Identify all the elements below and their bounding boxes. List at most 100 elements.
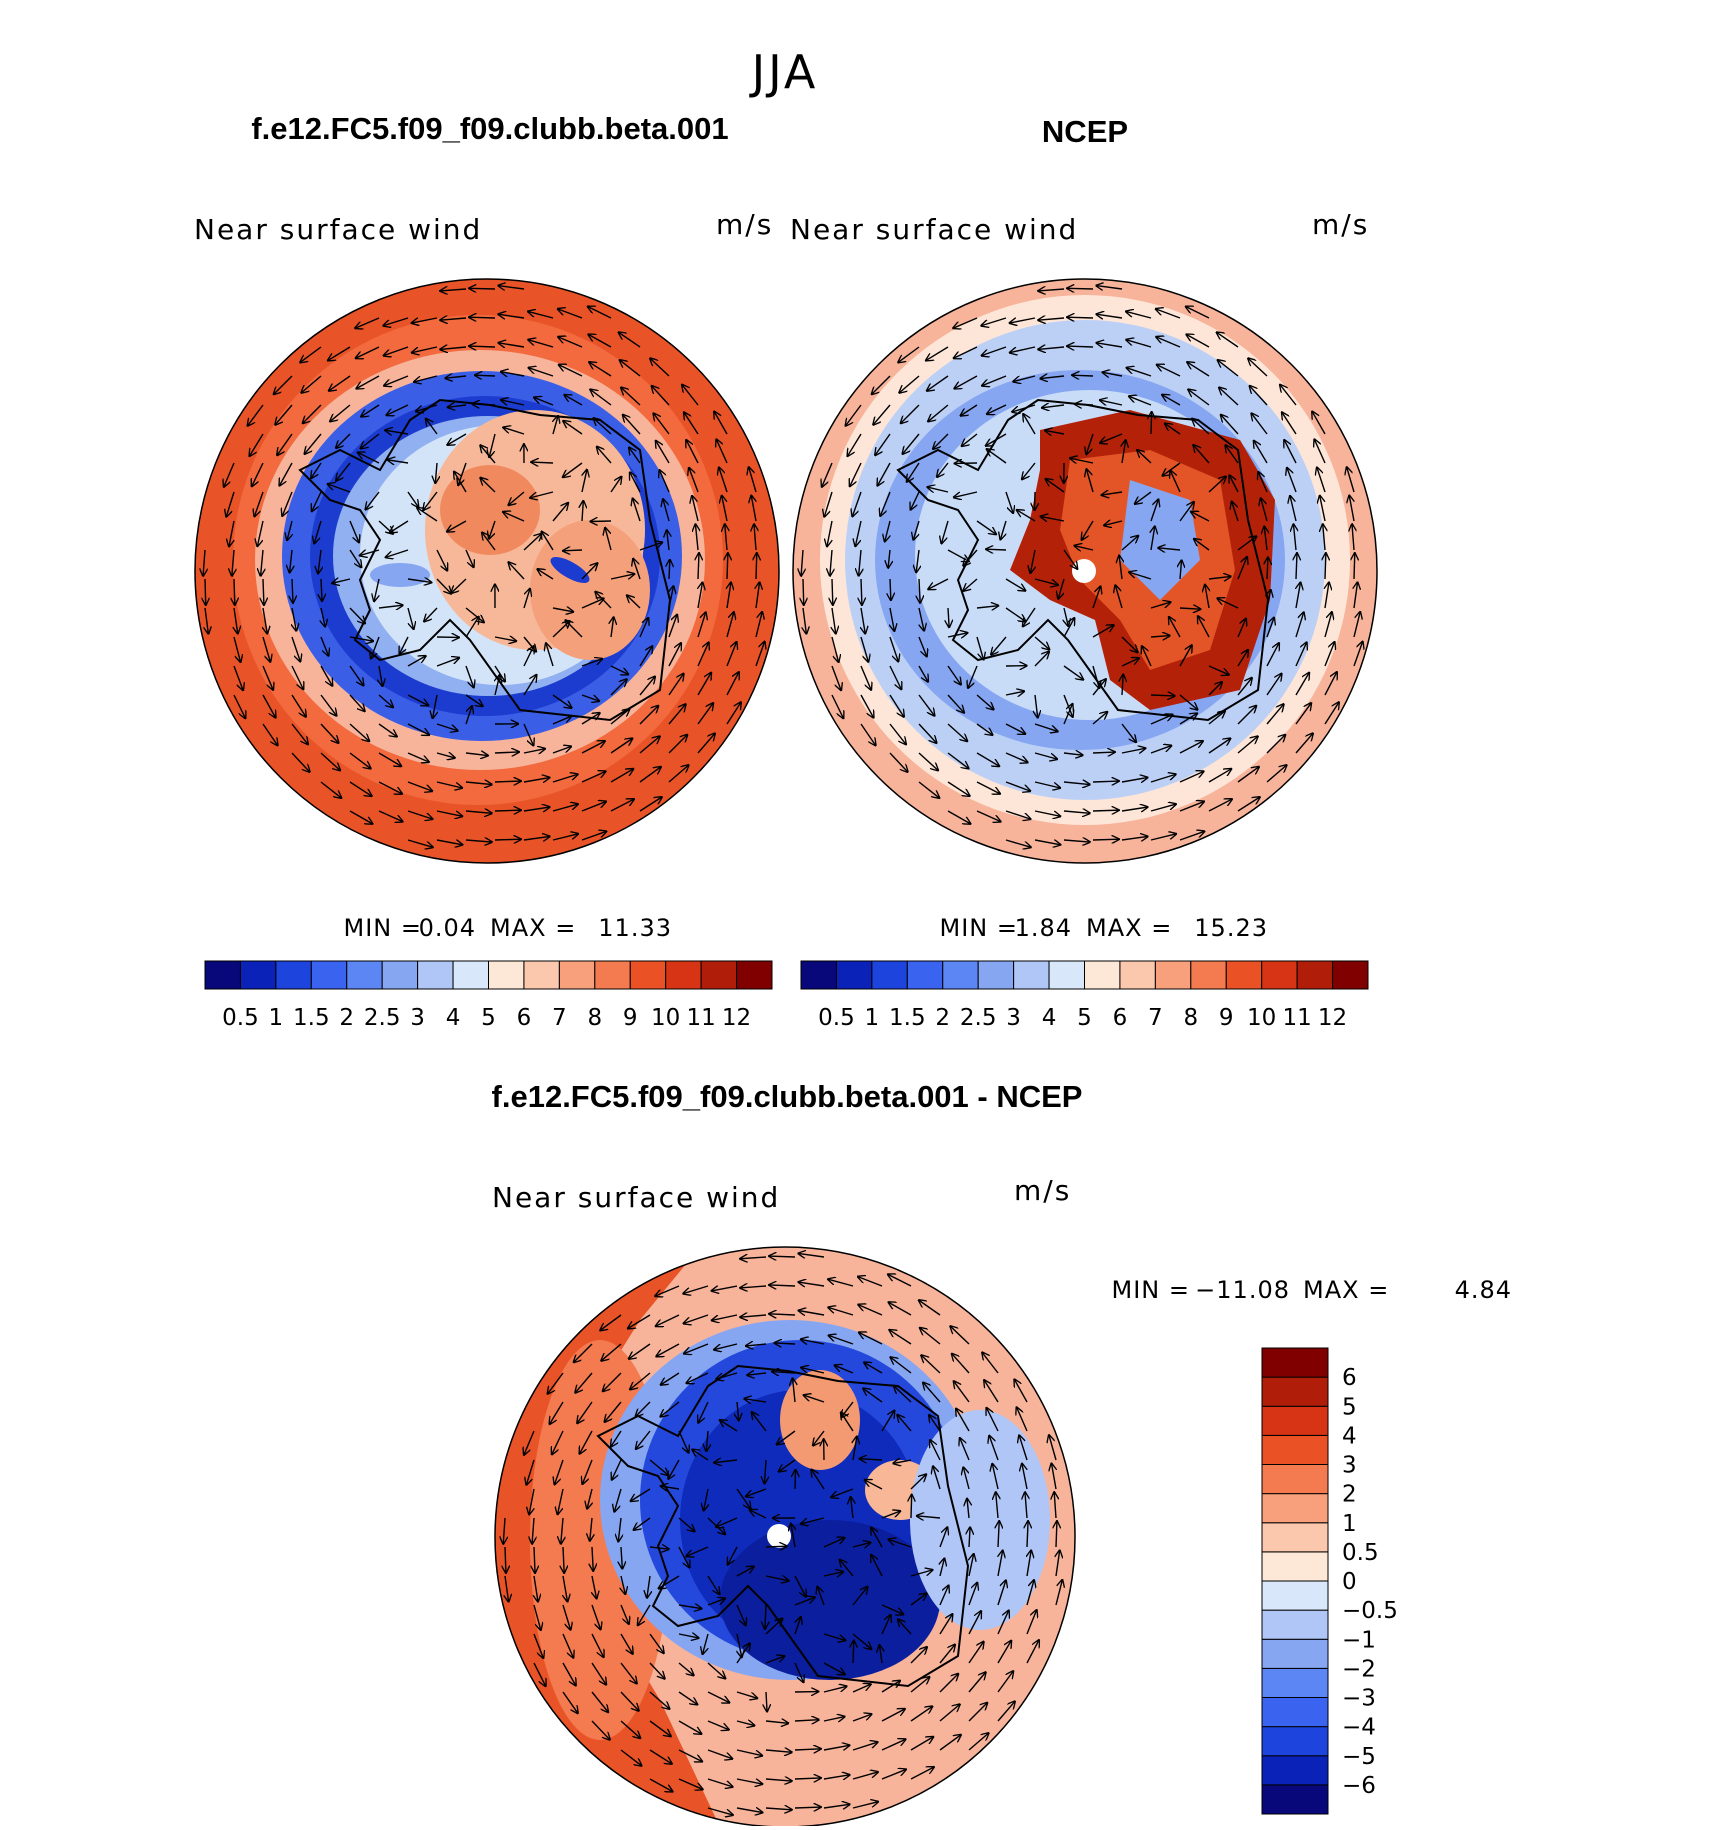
colorbar-swatch <box>1262 1668 1328 1697</box>
colorbar-tick-label: 3 <box>410 1005 425 1031</box>
wind-vector-arrow <box>1035 492 1036 510</box>
colorbar-swatch <box>701 961 736 989</box>
colorbar-swatch <box>595 961 630 989</box>
colorbar-swatch <box>1262 1494 1328 1523</box>
wind-vector-arrow <box>803 579 804 605</box>
diff-wind-map <box>495 1247 1075 1826</box>
colorbar-tick-label: 4 <box>446 1005 461 1031</box>
colorbar-tick-label: 2 <box>1342 1482 1357 1508</box>
obs-units-label: m/s <box>1312 208 1369 241</box>
colorbar-tick-label: 0.5 <box>222 1005 259 1031</box>
colorbar-swatch <box>1262 961 1297 989</box>
colorbar-tick-label: 1.5 <box>293 1005 330 1031</box>
wind-vector-arrow <box>292 579 293 603</box>
colorbar-tick-label: −6 <box>1342 1773 1376 1799</box>
wind-vector-arrow <box>832 579 833 605</box>
wind-vector-arrow <box>986 549 1006 550</box>
wind-vector-arrow <box>795 1470 796 1489</box>
colorbar-swatch <box>1155 961 1190 989</box>
obs-wind-map <box>793 279 1377 863</box>
wind-vector-arrow <box>1093 781 1119 782</box>
colorbar-swatch <box>1226 961 1261 989</box>
colorbar-tick-label: 8 <box>587 1005 602 1031</box>
colorbar-tick-label: 12 <box>722 1005 751 1031</box>
wind-vector-arrow <box>911 1495 912 1518</box>
colorbar-swatch <box>1014 961 1049 989</box>
colorbar-tick-label: 1.5 <box>889 1005 926 1031</box>
colorbar-tick-label: 12 <box>1318 1005 1347 1031</box>
colorbar-swatch <box>1262 1727 1328 1756</box>
colorbar-tick-label: 9 <box>623 1005 638 1031</box>
wind-vector-arrow <box>853 1641 854 1663</box>
wind-vector-arrow <box>1093 752 1115 753</box>
obs-panel-title: NCEP <box>1042 114 1128 149</box>
colorbar-swatch <box>1262 1639 1328 1668</box>
diff-panel-title: f.e12.FC5.f09_f09.clubb.beta.001 - NCEP <box>492 1079 1083 1114</box>
wind-vector-arrow <box>563 550 582 551</box>
colorbar-swatch <box>1049 961 1084 989</box>
colorbar-tick-label: 4 <box>1342 1423 1357 1449</box>
wind-vector-arrow <box>698 553 699 579</box>
wind-vector-arrow <box>1056 1521 1057 1547</box>
colorbar-swatch <box>1262 1406 1328 1435</box>
model-variable-label: Near surface wind <box>194 213 482 246</box>
colorbar-swatch <box>1333 961 1368 989</box>
colorbar-tick-label: 0.5 <box>1342 1540 1379 1566</box>
colorbar-swatch <box>1262 1435 1328 1464</box>
colorbar-swatch <box>489 961 524 989</box>
colorbar-tick-label: 1 <box>269 1005 284 1031</box>
wind-vector-arrow <box>1267 557 1268 579</box>
colorbar-swatch <box>801 961 836 989</box>
wind-vector-arrow <box>1151 412 1152 434</box>
colorbar-swatch <box>907 961 942 989</box>
colorbar-tick-label: 10 <box>1247 1005 1276 1031</box>
wind-vector-arrow <box>263 579 264 605</box>
colorbar-swatch <box>1085 961 1120 989</box>
diff-max-label: MAX = <box>1303 1276 1389 1304</box>
colorbar-tick-label: 3 <box>1342 1453 1357 1479</box>
wind-vector-arrow <box>1325 553 1326 579</box>
wind-vector-arrow <box>1354 553 1355 579</box>
colorbar-tick-label: 2.5 <box>960 1005 997 1031</box>
colorbar-swatch <box>666 961 701 989</box>
colorbar-tick-label: 5 <box>1077 1005 1092 1031</box>
colorbar-tick-label: 3 <box>1006 1005 1021 1031</box>
model-max-value: 11.33 <box>598 914 672 942</box>
colorbar-tick-label: −0.5 <box>1342 1598 1398 1624</box>
colorbar-tick-label: −3 <box>1342 1686 1376 1712</box>
wind-vector-arrow <box>590 521 611 522</box>
colorbar-tick-label: 8 <box>1183 1005 1198 1031</box>
colorbar-swatch <box>524 961 559 989</box>
model-units-label: m/s <box>716 208 773 241</box>
colorbar-swatch <box>240 961 275 989</box>
wind-vector-arrow <box>861 579 862 605</box>
model-max-label: MAX = <box>490 914 576 942</box>
wind-vector-arrow <box>531 462 553 463</box>
colorbar-tick-label: −5 <box>1342 1744 1376 1770</box>
colorbar-tick-label: 5 <box>481 1005 496 1031</box>
colorbar-tick-label: 6 <box>1342 1365 1357 1391</box>
colorbar-tick-label: 1 <box>1342 1511 1357 1537</box>
wind-vector-arrow <box>234 579 235 605</box>
wind-vector-arrow <box>495 781 521 782</box>
colorbar-tick-label: 10 <box>651 1005 680 1031</box>
colorbar-tick-label: 4 <box>1042 1005 1057 1031</box>
wind-vector-arrow <box>1067 317 1093 318</box>
colorbar-tick-label: 2.5 <box>364 1005 401 1031</box>
wind-vector-arrow <box>1075 404 1093 405</box>
wind-vector-arrow <box>469 317 495 318</box>
diff-min-label: MIN = <box>1112 1276 1190 1304</box>
colorbar-swatch <box>836 961 871 989</box>
colorbar-swatch <box>276 961 311 989</box>
colorbar-swatch <box>630 961 665 989</box>
obs-max-value: 15.23 <box>1194 914 1268 942</box>
colorbar-tick-label: 6 <box>517 1005 532 1031</box>
colorbar-swatch <box>1262 1465 1328 1494</box>
wind-vector-arrow <box>505 1547 506 1573</box>
colorbar-tick-label: 0 <box>1342 1569 1357 1595</box>
colorbar-swatch <box>978 961 1013 989</box>
colorbar-swatch <box>1262 1552 1328 1581</box>
wind-vector-arrow <box>1296 553 1297 579</box>
